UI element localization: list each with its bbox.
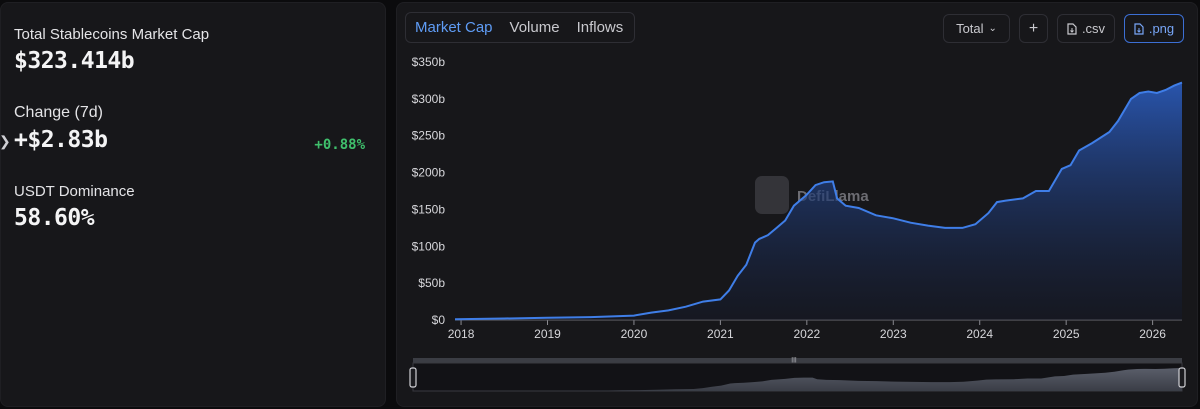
chart-panel: Market Cap Volume Inflows Total ⌄ + .csv…	[396, 2, 1198, 407]
y-tick-label: $50b	[418, 276, 445, 290]
market-cap-stat: Total Stablecoins Market Cap $323.414b	[14, 26, 209, 74]
y-tick-label: $300b	[412, 92, 446, 106]
brush-top-bar[interactable]	[413, 358, 1182, 363]
x-tick-label: 2018	[448, 327, 475, 341]
market-cap-label: Total Stablecoins Market Cap	[14, 26, 210, 43]
x-tick-label: 2020	[621, 327, 648, 341]
x-tick-label: 2021	[707, 327, 734, 341]
file-icon	[1134, 22, 1144, 35]
y-tick-label: $150b	[412, 202, 446, 216]
chevron-down-icon: ⌄	[988, 23, 997, 34]
stats-panel: Total Stablecoins Market Cap $323.414b ❯…	[0, 2, 386, 407]
x-tick-label: 2023	[880, 327, 907, 341]
change-stat: Change (7d) +$2.83b	[14, 104, 108, 153]
y-tick-label: $200b	[412, 166, 446, 180]
brush-preview-area	[413, 368, 1182, 391]
x-tick-label: 2026	[1139, 327, 1166, 341]
total-dropdown-label: Total	[956, 21, 984, 36]
brush-left-handle[interactable]	[409, 367, 417, 388]
dominance-value: 58.60%	[14, 205, 95, 231]
add-button[interactable]: +	[1019, 14, 1048, 43]
market-cap-area	[455, 82, 1182, 320]
total-dropdown[interactable]: Total ⌄	[943, 14, 1010, 43]
file-icon	[1067, 22, 1077, 35]
brush-grip-icon[interactable]: |||	[791, 358, 797, 365]
dominance-stat: USDT Dominance 58.60%	[14, 183, 135, 231]
y-tick-label: $350b	[412, 55, 446, 69]
tab-market-cap[interactable]: Market Cap	[415, 19, 493, 36]
range-brush[interactable]: |||	[409, 358, 1186, 392]
y-tick-label: $100b	[412, 239, 446, 253]
llama-logo-icon	[755, 176, 789, 214]
change-value: +$2.83b	[14, 127, 108, 153]
market-cap-chart: $0 $50b $100b $150b $200b $250b $300b $350b 201…	[409, 55, 1186, 392]
png-label: .png	[1148, 21, 1175, 36]
tab-inflows[interactable]: Inflows	[576, 19, 624, 36]
add-button-label: +	[1028, 19, 1039, 37]
png-download-button[interactable]: .png	[1124, 14, 1184, 43]
chevron-right-icon[interactable]: ❯	[0, 133, 11, 149]
y-tick-label: $250b	[412, 129, 446, 143]
tab-volume[interactable]: Volume	[509, 19, 560, 36]
csv-label: .csv	[1081, 21, 1106, 36]
change-label: Change (7d)	[14, 104, 103, 121]
csv-download-button[interactable]: .csv	[1057, 14, 1115, 43]
x-tick-label: 2022	[793, 327, 820, 341]
chart-tabs: Market Cap Volume Inflows	[405, 12, 635, 43]
market-cap-line	[454, 81, 1183, 321]
market-cap-value: $323.414b	[14, 48, 135, 74]
y-tick-label: $0	[432, 313, 446, 327]
x-tick-label: 2025	[1053, 327, 1080, 341]
change-percent: +0.88%	[314, 137, 365, 153]
brush-right-handle[interactable]	[1178, 367, 1186, 388]
dominance-label: USDT Dominance	[14, 183, 135, 200]
x-tick-label: 2019	[534, 327, 561, 341]
x-tick-label: 2024	[966, 327, 993, 341]
